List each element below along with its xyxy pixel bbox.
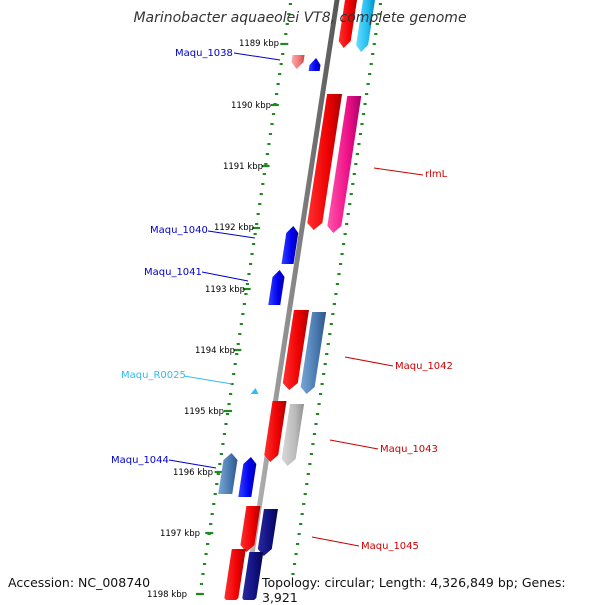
tick-label-1197: 1197 kbp [160,529,200,539]
gene-feature-1042-pair [300,312,327,394]
accession-text: Accession: NC_008740 [8,575,151,590]
outer-tick-ring [195,3,292,596]
leader-maqu-r0025 [183,375,233,385]
gene-feature-bottom-navy [242,552,264,605]
gene-label-maqu-1043[interactable]: Maqu_1043 [380,444,438,455]
tick-label-1192: 1192 kbp [214,223,254,233]
gene-feature-top-cyan [356,0,375,52]
gene-features [218,0,375,605]
tick-label-1195: 1195 kbp [184,407,224,417]
gene-feature-1044-steel [218,453,238,494]
gene-label-maqu-1044[interactable]: Maqu_1044 [111,455,169,466]
gene-label-maqu-1038[interactable]: Maqu_1038 [175,48,233,59]
leader-maqu-1041 [201,271,249,282]
gene-feature-1045-pair [257,509,278,556]
tick-label-1198: 1198 kbp [147,590,187,600]
gene-label-maqu-r0025[interactable]: Maqu_R0025 [121,370,186,381]
leader-maqu-1040 [207,230,256,239]
gene-label-maqu-1040[interactable]: Maqu_1040 [150,225,208,236]
tick-label-1189: 1189 kbp [239,39,279,49]
map-title: Marinobacter aquaeolei VT8, complete gen… [133,10,467,26]
gene-feature-maqu-r0025 [249,388,260,395]
tick-label-1191: 1191 kbp [223,162,263,172]
leader-maqu-1045 [311,536,360,547]
gene-feature-maqu-1041 [268,270,285,305]
gene-feature-1043-pair [281,404,305,466]
gene-label-rlml[interactable]: rlmL [425,169,448,180]
inner-tick-ring [288,3,382,595]
leader-maqu-1042 [344,356,394,367]
topology-text: Topology: circular; Length: 4,326,849 bp… [262,575,600,605]
gene-labels: Maqu_1038 rlmL Maqu_1040 Maqu_1041 Maqu_… [111,48,453,552]
gene-feature-maqu-1038 [308,58,321,71]
gene-feature-maqu-1044 [238,457,257,497]
gene-feature-bottom-red [224,549,246,605]
tick-labels: 1189 kbp 1190 kbp 1191 kbp 1192 kbp 1193… [147,39,279,600]
tick-label-1196: 1196 kbp [173,468,213,478]
gene-label-maqu-1041[interactable]: Maqu_1041 [144,267,202,278]
gene-feature-rlml [307,94,343,230]
leader-maqu-1044 [168,459,217,469]
gene-feature-maqu-1042 [282,310,309,390]
leader-rlml [373,167,424,176]
gene-feature-rlml-pair [327,96,362,233]
label-leaders [168,52,424,547]
gene-label-maqu-1045[interactable]: Maqu_1045 [361,541,419,552]
tick-label-1193: 1193 kbp [205,285,245,295]
gene-feature-maqu-1043 [264,401,287,462]
leader-maqu-1038 [233,52,281,61]
gene-feature-top-red [338,0,357,48]
tick-label-1190: 1190 kbp [231,101,271,111]
gene-feature-maqu-1045 [240,506,261,552]
gene-label-maqu-1042[interactable]: Maqu_1042 [395,361,453,372]
leader-maqu-1043 [329,439,379,450]
gene-feature-maqu-1040 [281,226,299,264]
tick-label-1194: 1194 kbp [195,346,235,356]
gene-feature-1038-pale [291,55,305,69]
